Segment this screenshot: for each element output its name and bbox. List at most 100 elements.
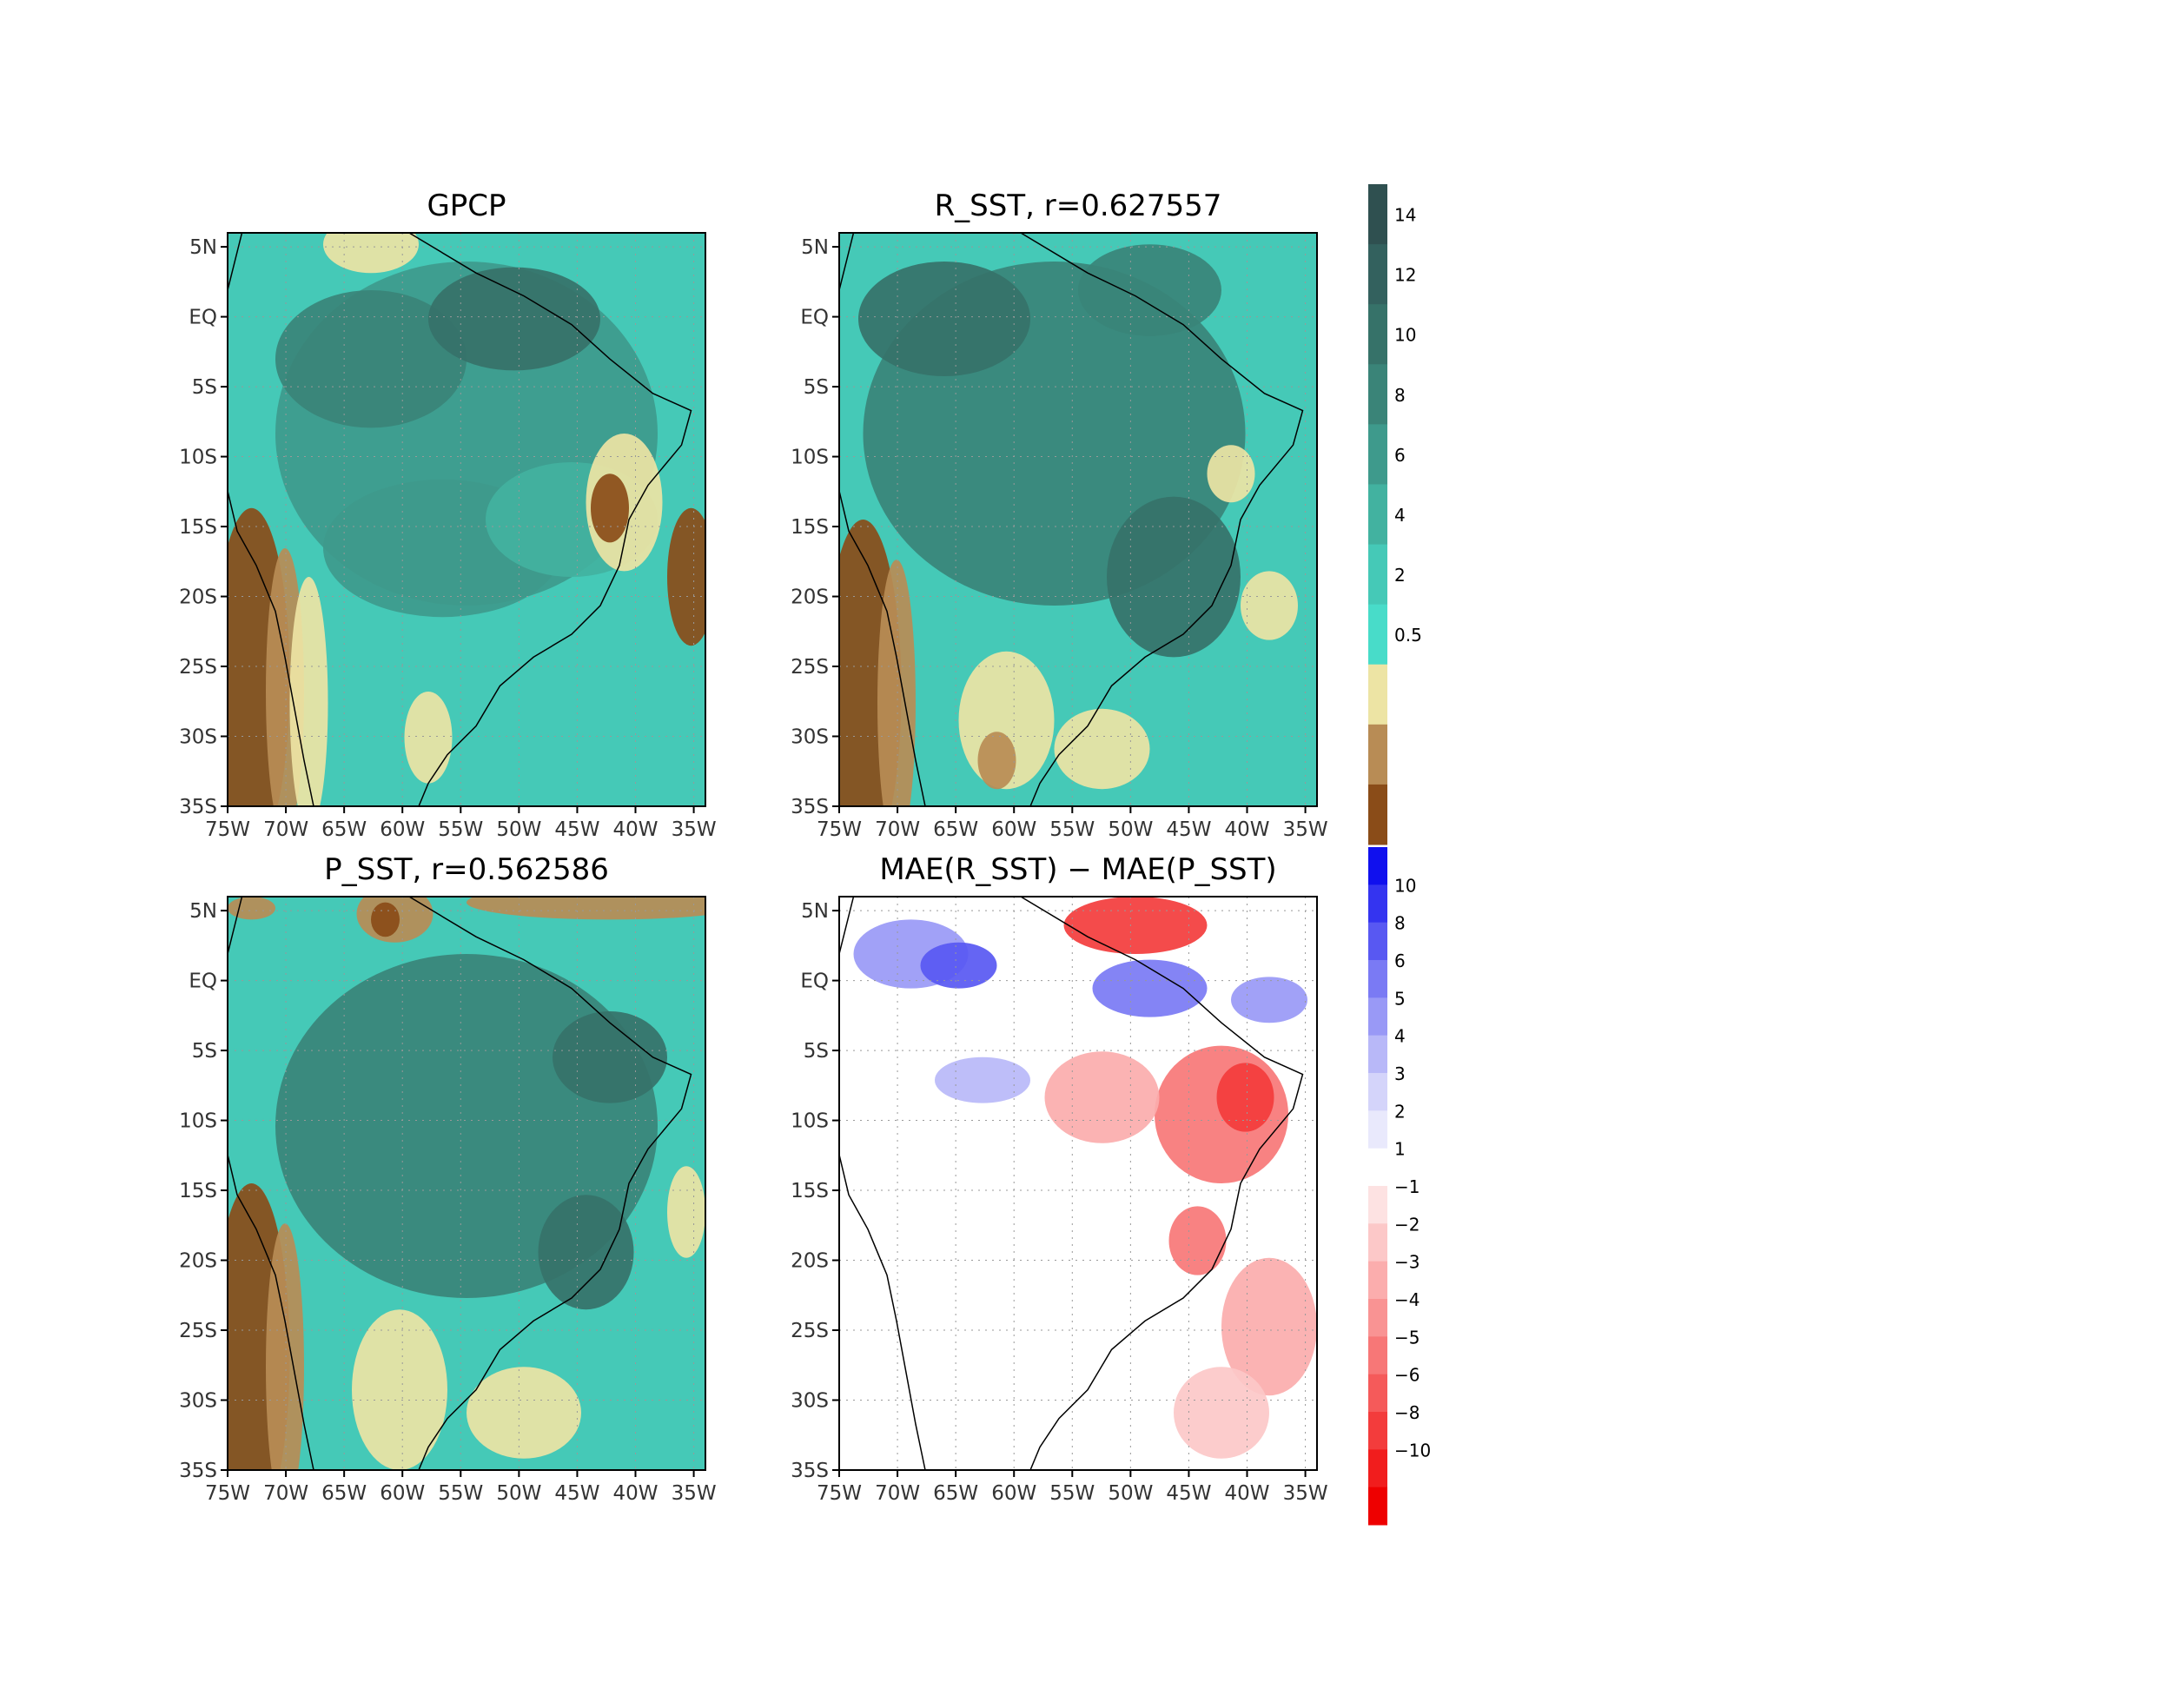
lon-tick-label: 70W xyxy=(875,818,920,841)
panel-title: GPCP xyxy=(427,189,506,223)
lat-tick-label: 25S xyxy=(179,1320,217,1342)
lat-tick-label: 35S xyxy=(791,796,829,818)
colorbar-label: 6 xyxy=(1394,445,1406,466)
coastline xyxy=(839,897,1304,1470)
colorbar-label: −1 xyxy=(1394,1176,1420,1197)
field-shading xyxy=(839,233,1317,806)
lat-tick-label: 30S xyxy=(179,726,217,749)
colorbar-swatch xyxy=(1368,1035,1387,1074)
lon-tick-label: 60W xyxy=(380,818,425,841)
lon-tick-label: 40W xyxy=(1225,1482,1270,1505)
colorbar-swatch xyxy=(1368,1374,1387,1413)
colorbar-swatch xyxy=(1368,424,1387,485)
colorbar-label: −6 xyxy=(1394,1365,1420,1386)
colorbar-precipitation: 14 12 10 8 6 4 2 0.5 xyxy=(1368,184,1422,845)
colorbar-label: 1 xyxy=(1394,1139,1406,1160)
colorbar-label: 8 xyxy=(1394,913,1406,934)
lat-tick-label: 20S xyxy=(179,1250,217,1273)
field-shading xyxy=(228,233,705,806)
panel-title: MAE(R_SST) − MAE(P_SST) xyxy=(879,852,1276,887)
coastline xyxy=(839,233,1304,806)
lon-tick-label: 50W xyxy=(1108,1482,1153,1505)
lon-tick-label: 60W xyxy=(991,818,1036,841)
colorbar-swatch xyxy=(1368,1487,1387,1526)
colorbar-label: −8 xyxy=(1394,1402,1420,1423)
colorbar-swatch xyxy=(1368,364,1387,425)
lat-tick-label: 5N xyxy=(189,900,217,923)
colorbar-label: 3 xyxy=(1394,1063,1406,1084)
map-frame xyxy=(227,896,706,1471)
lon-tick-label: 55W xyxy=(438,1482,483,1505)
lon-tick-label: 45W xyxy=(554,1482,599,1505)
lon-tick-label: 35W xyxy=(1283,818,1328,841)
colorbar-swatch xyxy=(1368,1223,1387,1262)
colorbar-label: −5 xyxy=(1394,1327,1420,1348)
colorbar-swatch xyxy=(1368,484,1387,546)
lat-tick-label: 15S xyxy=(791,1180,829,1202)
lon-tick-label: 35W xyxy=(1283,1482,1328,1505)
colorbar-difference: 10 8 6 5 4 3 2 1 −1 −2 −3 −4 −5 −6 −8 −10 xyxy=(1368,847,1431,1526)
colorbar-label: 2 xyxy=(1394,565,1406,586)
lon-tick-label: 60W xyxy=(380,1482,425,1505)
colorbar-label: −2 xyxy=(1394,1214,1420,1235)
lat-tick-label: 15S xyxy=(179,516,217,539)
colorbar-swatch xyxy=(1368,544,1387,606)
lon-tick-label: 40W xyxy=(613,818,659,841)
panel-p-sst: P_SST, r=0.562586 5N EQ 5S 10S 15S 20S 25S 30S 35… xyxy=(179,852,716,1505)
lat-tick-label: 25S xyxy=(791,656,829,679)
lat-tick-label: 20S xyxy=(179,586,217,609)
lat-tick-label: 15S xyxy=(791,516,829,539)
colorbar-swatch xyxy=(1368,604,1387,666)
colorbar-label: 2 xyxy=(1394,1101,1406,1122)
lon-tick-label: 50W xyxy=(496,818,541,841)
lat-tick-label: 30S xyxy=(179,1390,217,1413)
map-frame xyxy=(838,896,1318,1471)
colorbar-label: −10 xyxy=(1394,1440,1431,1460)
panel-title: R_SST, r=0.627557 xyxy=(935,189,1222,223)
lon-tick-label: 75W xyxy=(205,818,250,841)
colorbar-label: 0.5 xyxy=(1394,625,1422,646)
lon-tick-label: 75W xyxy=(817,818,862,841)
colorbar-label: 4 xyxy=(1394,505,1406,526)
lat-tick-label: 10S xyxy=(791,1110,829,1133)
lat-tick-label: 20S xyxy=(791,1250,829,1273)
lon-tick-label: 75W xyxy=(205,1482,250,1505)
lat-tick-label: 5N xyxy=(801,236,829,259)
lat-tick-label: EQ xyxy=(189,970,217,993)
colorbar-swatch xyxy=(1368,1148,1387,1187)
map-frame xyxy=(227,232,706,807)
colorbar-swatch xyxy=(1368,1261,1387,1300)
panel-title: P_SST, r=0.562586 xyxy=(324,852,609,887)
lon-tick-label: 70W xyxy=(263,1482,308,1505)
lon-tick-label: 35W xyxy=(672,818,717,841)
colorbar-label: 14 xyxy=(1394,205,1416,226)
lon-tick-label: 45W xyxy=(1166,818,1211,841)
colorbar-swatch xyxy=(1368,724,1387,785)
lon-tick-label: 65W xyxy=(933,1482,978,1505)
lon-tick-label: 55W xyxy=(1049,818,1095,841)
lon-tick-label: 65W xyxy=(321,1482,367,1505)
lon-tick-label: 45W xyxy=(1166,1482,1211,1505)
colorbar-swatch xyxy=(1368,1299,1387,1337)
colorbar-swatch xyxy=(1368,784,1387,845)
colorbar-label: −3 xyxy=(1394,1252,1420,1273)
colorbar-label: 5 xyxy=(1394,988,1406,1009)
colorbar-label: 12 xyxy=(1394,265,1416,286)
lat-tick-label: 10S xyxy=(791,447,829,469)
lon-tick-label: 55W xyxy=(438,818,483,841)
field-shading xyxy=(839,897,1317,1470)
lon-tick-label: 50W xyxy=(1108,818,1153,841)
colorbar-label: 8 xyxy=(1394,385,1406,406)
lat-tick-label: 25S xyxy=(791,1320,829,1342)
colorbar-label: 10 xyxy=(1394,325,1416,346)
lon-tick-label: 65W xyxy=(933,818,978,841)
panel-r-sst: R_SST, r=0.627557 5N EQ 5S 10S 15S 20S 25S 30S 35… xyxy=(791,189,1328,841)
colorbar-swatch xyxy=(1368,997,1387,1037)
lat-tick-label: 10S xyxy=(179,1110,217,1133)
lat-tick-label: 35S xyxy=(791,1460,829,1482)
lon-tick-label: 60W xyxy=(991,1482,1036,1505)
colorbar-swatch xyxy=(1368,1110,1387,1149)
lat-tick-label: 35S xyxy=(179,1460,217,1482)
lat-tick-label: 30S xyxy=(791,726,829,749)
